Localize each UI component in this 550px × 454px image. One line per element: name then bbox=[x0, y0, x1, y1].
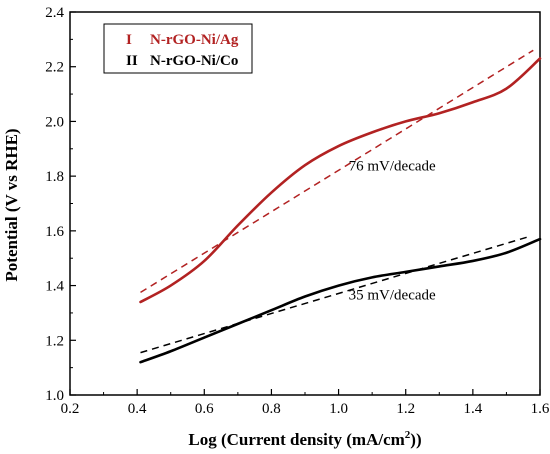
y-tick-label: 1.4 bbox=[45, 279, 64, 295]
x-tick-label: 1.2 bbox=[396, 401, 415, 417]
x-tick-label: 1.0 bbox=[329, 401, 348, 417]
legend-entry-1-roman: I bbox=[126, 32, 132, 48]
x-tick-label: 0.2 bbox=[61, 401, 80, 417]
fit-line-2 bbox=[140, 235, 531, 354]
y-tick-label: 2.2 bbox=[45, 60, 64, 76]
legend-entry-2-roman: II bbox=[126, 53, 138, 69]
y-tick-label: 1.2 bbox=[45, 333, 64, 349]
fit-line-1 bbox=[140, 49, 534, 294]
series-lines bbox=[139, 57, 542, 364]
plot-frame bbox=[69, 11, 541, 396]
slope-annotation-2: 35 mV/decade bbox=[349, 287, 436, 303]
x-tick-label: 1.6 bbox=[531, 401, 550, 417]
y-tick-label: 1.8 bbox=[45, 169, 64, 185]
y-tick-label: 1.0 bbox=[45, 388, 64, 404]
legend-box bbox=[103, 23, 253, 74]
x-axis-label-sup: 2 bbox=[405, 429, 411, 441]
axis-ticks: 0.2 0.4 0.6 0.8 1.0 1.2 1.4 1.6 1.0 1.2 1.4 1.6 1.8 2… bbox=[45, 5, 550, 417]
x-axis-label-main: Log (Current density (mA/cm bbox=[188, 430, 404, 449]
x-tick-label: 1.4 bbox=[463, 401, 482, 417]
y-tick-label: 2.0 bbox=[45, 114, 64, 130]
y-tick-label: 1.6 bbox=[45, 224, 64, 240]
series-line-2 bbox=[139, 237, 542, 364]
legend: I N-rGO-Ni/Ag II N-rGO-Ni/Co bbox=[103, 23, 253, 74]
x-tick-label: 0.4 bbox=[128, 401, 147, 417]
annotations: 76 mV/decade 35 mV/decade bbox=[349, 159, 436, 304]
slope-annotation-1: 76 mV/decade bbox=[349, 159, 436, 175]
legend-entry-1-label: N-rGO-Ni/Ag bbox=[150, 32, 239, 48]
x-axis-label: Log (Current density (mA/cm2)) bbox=[188, 429, 421, 449]
x-tick-label: 0.6 bbox=[195, 401, 214, 417]
x-axis-label-end: )) bbox=[410, 430, 421, 449]
y-tick-label: 2.4 bbox=[45, 5, 64, 21]
plot-area bbox=[69, 11, 541, 396]
y-axis-label: Potential (V vs RHE) bbox=[2, 128, 21, 281]
legend-entry-2-label: N-rGO-Ni/Co bbox=[150, 53, 238, 69]
series-line-1 bbox=[139, 57, 542, 304]
fit-lines bbox=[140, 49, 534, 354]
x-tick-label: 0.8 bbox=[262, 401, 281, 417]
